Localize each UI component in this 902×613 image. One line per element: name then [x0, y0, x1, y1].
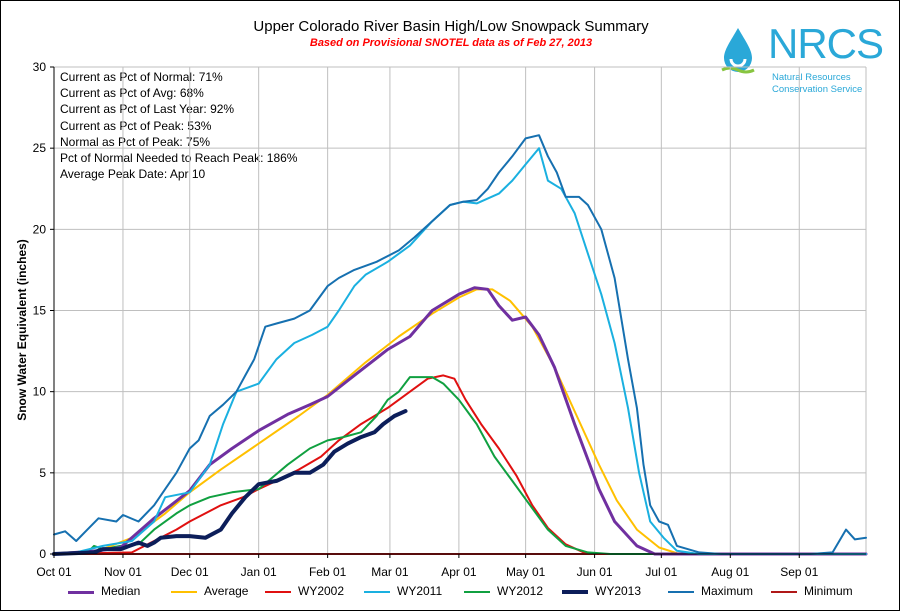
legend-swatch	[562, 590, 588, 594]
y-tick-label: 30	[33, 60, 47, 74]
series-wy2012	[53, 376, 867, 555]
x-tick-label: Sep 01	[780, 565, 818, 579]
stat-normal-pct-peak: Normal as Pct of Peak: 75%	[60, 134, 211, 149]
y-tick-label: 25	[33, 141, 47, 155]
x-tick-label: Oct 01	[36, 565, 72, 579]
water-drop-icon	[721, 28, 755, 74]
chart-subtitle: Based on Provisional SNOTEL data as of F…	[309, 37, 593, 49]
series-average	[53, 288, 867, 555]
legend-swatch	[668, 591, 694, 593]
x-tick-label: Jan 01	[241, 565, 277, 579]
x-tick-label: Feb 01	[309, 565, 347, 579]
logo-line-1: Natural Resources	[772, 72, 851, 83]
legend-label: WY2011	[397, 584, 443, 598]
x-tick-label: Mar 01	[371, 565, 409, 579]
y-tick-label: 20	[33, 222, 47, 236]
legend-label: WY2013	[595, 584, 642, 598]
legend-label: WY2002	[298, 584, 345, 598]
legend-swatch	[771, 591, 797, 593]
stats-box: Current as Pct of Normal: 71% Current as…	[60, 69, 297, 182]
x-tick-label: Apr 01	[441, 565, 477, 579]
x-tick-label: Dec 01	[171, 565, 209, 579]
logo-name: NRCS	[768, 20, 884, 67]
grid-layer	[53, 66, 867, 555]
legend-swatch	[464, 591, 490, 593]
legend-swatch	[265, 591, 291, 593]
series-wy2002	[53, 374, 867, 555]
axis-layer: 0 5 10 15 20 25 30 Oct 01 Nov 01 Dec 01 Jan 01 Feb …	[33, 60, 866, 579]
stat-pct-normal: Current as Pct of Normal: 71%	[60, 70, 223, 84]
chart-title: Upper Colorado River Basin High/Low Snow…	[253, 18, 649, 35]
y-tick-label: 5	[39, 466, 46, 480]
series-wy2011	[53, 147, 867, 555]
legend-swatch	[364, 591, 390, 593]
x-tick-label: Jun 01	[577, 565, 613, 579]
x-tick-label: May 01	[506, 565, 546, 579]
stat-pct-peak: Current as Pct of Peak: 53%	[60, 118, 212, 133]
x-tick-label: Nov 01	[104, 565, 142, 579]
stat-avg-peak-date: Average Peak Date: Apr 10	[60, 167, 206, 182]
legend-swatch	[68, 590, 94, 594]
y-tick-label: 0	[39, 547, 46, 561]
legend-label: Maximum	[701, 584, 754, 598]
x-tick-label: Jul 01	[645, 565, 677, 579]
series-wy2013	[52, 409, 408, 556]
legend-label: Median	[101, 584, 141, 598]
y-tick-label: 10	[33, 385, 47, 399]
stat-pct-avg: Current as Pct of Avg: 68%	[60, 86, 204, 101]
y-tick-label: 15	[33, 304, 47, 318]
legend-label: Average	[204, 584, 249, 598]
legend-label: WY2012	[497, 584, 544, 598]
legend-label: Minimum	[804, 584, 853, 598]
series-maximum	[53, 134, 867, 555]
stat-pct-needed: Pct of Normal Needed to Reach Peak: 186%	[60, 151, 298, 166]
series-layer	[52, 134, 868, 556]
nrcs-logo: NRCS Natural Resources Conservation Serv…	[720, 20, 884, 102]
logo-line-2: Conservation Service	[772, 84, 863, 95]
x-tick-label: Aug 01	[711, 565, 749, 579]
stat-pct-last-year: Current as Pct of Last Year: 92%	[60, 102, 235, 117]
legend-swatch	[171, 591, 197, 593]
